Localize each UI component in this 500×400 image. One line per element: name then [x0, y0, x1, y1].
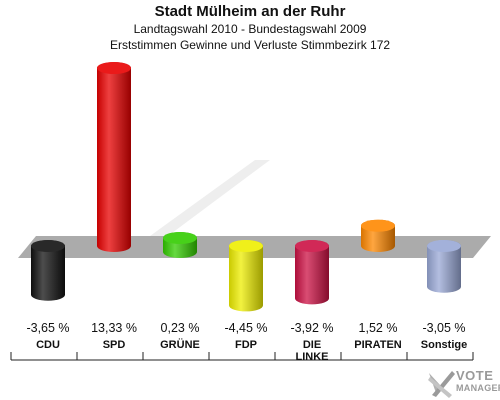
- votemanager-logo: VOTE MANAGER: [426, 366, 500, 400]
- value-label: -4,45 %: [224, 321, 267, 335]
- category-label: DIE: [303, 339, 321, 351]
- category-label: LINKE: [296, 351, 329, 363]
- value-label: 13,33 %: [91, 321, 137, 335]
- bar-die-linke: [295, 240, 329, 305]
- value-label: 0,23 %: [161, 321, 200, 335]
- logo-text-manager: MANAGER: [456, 383, 500, 393]
- bar-top-2: [163, 232, 197, 244]
- bar-top-0: [31, 240, 65, 252]
- logo-text-vote: VOTE: [456, 368, 494, 383]
- value-label: -3,05 %: [422, 321, 465, 335]
- chart-title: Stadt Mülheim an der Ruhr: [154, 3, 346, 20]
- bar-sonstige: [427, 240, 461, 293]
- category-label: FDP: [235, 339, 257, 351]
- bar-cdu: [31, 240, 65, 301]
- bar-top-1: [97, 62, 131, 75]
- bar-top-5: [361, 219, 395, 232]
- bar-top-3: [229, 240, 263, 252]
- checkmark-x-icon: [428, 371, 455, 398]
- bar-fdp: [229, 240, 263, 312]
- category-label: CDU: [36, 339, 60, 351]
- chart-subtitle-2: Erststimmen Gewinne und Verluste Stimmbe…: [109, 38, 391, 52]
- category-label: GRÜNE: [160, 338, 200, 351]
- bar-top-4: [295, 240, 329, 252]
- chart-subtitle: Landtagswahl 2010 - Bundestagswahl 2009: [133, 22, 367, 36]
- category-label: PIRATEN: [354, 339, 402, 351]
- value-label: -3,92 %: [290, 321, 333, 335]
- value-label: -3,65 %: [26, 321, 69, 335]
- category-label: SPD: [103, 339, 126, 351]
- category-label: Sonstige: [421, 339, 467, 351]
- bar-spd: [97, 62, 131, 253]
- bar-top-6: [427, 240, 461, 252]
- value-label: 1,52 %: [359, 321, 398, 335]
- background-shadow: [150, 160, 270, 236]
